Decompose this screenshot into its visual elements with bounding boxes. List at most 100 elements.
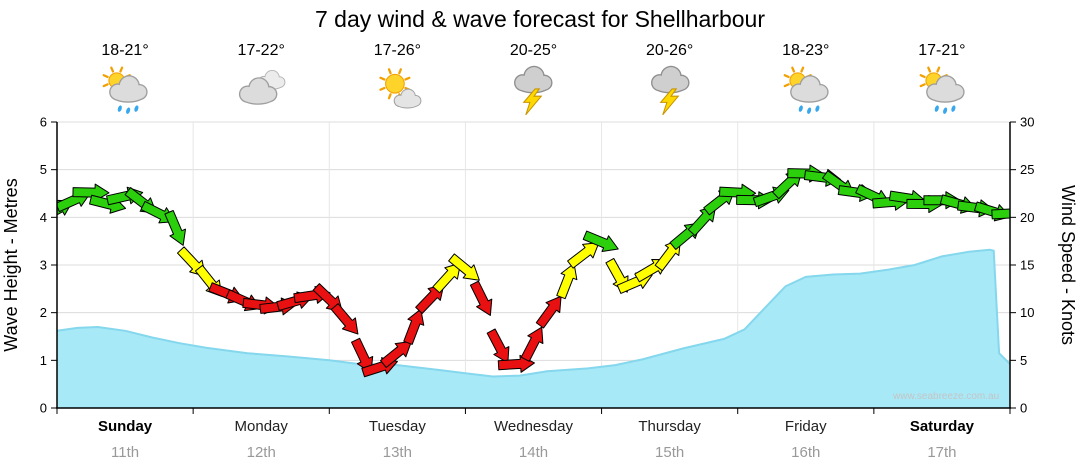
sun-ray [936,66,941,73]
rain-drop [134,105,139,112]
right-tick-label: 25 [1020,162,1034,177]
wind-arrow [380,340,412,369]
temperature-range: 17-22° [237,42,285,59]
temperature-range: 17-26° [373,42,422,59]
left-tick-label: 5 [40,162,47,177]
forecast-day-column: 17-22° [193,42,329,117]
wind-arrow [330,303,359,335]
wind-arrow [469,280,493,316]
right-tick-label: 15 [1020,258,1034,273]
temperature-range: 20-26° [645,42,694,59]
left-tick-label: 4 [40,210,47,225]
sun-ray [379,76,386,81]
wave-edge [57,248,1010,378]
sun [385,73,406,94]
temperature-range: 17-21° [918,42,966,59]
cloud [109,75,148,103]
day-date: 16th [791,444,821,461]
forecast-day-column: 18-21° [57,42,193,117]
rain-drop [126,107,131,114]
day-name: Sunday [97,418,153,435]
weather-icon [778,65,834,117]
wind-arrow [520,326,544,362]
sun-ray [783,74,790,79]
forecast-row: 18-21° 17-22° 17-26° 20-25° 20-26° 18-23… [57,42,1010,117]
sun-ray [102,83,109,88]
day-date: 11th [111,444,140,461]
wind-arrow [556,263,578,300]
left-tick-label: 1 [40,353,47,368]
temperature-range: 18-21° [101,42,149,59]
weather-icon [97,65,153,117]
day-name: Thursday [638,418,701,435]
wind-arrow [567,242,600,269]
cloud [789,75,829,103]
right-tick-label: 20 [1020,210,1034,225]
right-tick-label: 30 [1020,115,1034,130]
lightning-bolt [523,88,543,116]
lightning-bolt [659,88,680,116]
sun-ray [102,74,109,79]
left-axis-title: Wave Height - Metres [1,178,21,351]
day-date: 15th [655,444,685,461]
left-tick-label: 2 [40,305,47,320]
sun-ray [919,83,926,88]
wind-arrow [605,257,629,293]
cloud [514,65,553,94]
sun-ray [388,93,393,100]
left-tick-label: 6 [40,115,47,130]
sun-ray [110,66,115,73]
sun-ray [404,76,411,81]
left-tick-label: 0 [40,401,47,416]
day-date: 12th [246,444,276,461]
temperature-range: 18-23° [782,42,830,59]
sun-ray [927,66,932,73]
sun-ray [919,74,926,79]
rain-drop [806,107,811,114]
rain-drop [117,105,122,112]
sun-ray [379,86,386,91]
rain-drop [934,105,939,112]
day-name: Monday [234,418,288,435]
day-name: Friday [784,418,827,435]
day-date: 14th [518,444,549,461]
day-date: 13th [382,444,412,461]
forecast-day-column: 17-21° [874,42,1010,117]
page-title: 7 day wind & wave forecast for Shellharb… [314,6,766,32]
right-tick-label: 5 [1020,353,1027,368]
day-name: Wednesday [494,418,573,435]
wind-arrow [164,209,186,246]
wind-arrow [432,262,462,294]
wind-arrow [448,253,480,281]
right-tick-label: 0 [1020,401,1027,416]
left-tick-label: 3 [40,258,47,273]
date-labels-row: 11th 12th 13th 14th 15th 16th 17th [57,444,1010,461]
sun-ray [800,66,805,73]
right-tick-label: 10 [1020,305,1034,320]
weather-icon [914,65,970,117]
wind-arrow [403,308,425,345]
sun-ray [119,66,124,73]
wind-arrow [415,283,445,314]
forecast-day-column: 18-23° [738,42,874,117]
wave-area [57,249,1010,408]
sun-ray [790,66,795,73]
weather-icon [233,65,289,117]
cloud [394,88,422,109]
cloud [239,77,278,105]
wind-arrow [535,295,562,329]
rain-drop [815,105,820,112]
forecast-day-column: 20-26° [602,42,738,117]
forecast-day-column: 17-26° [329,42,465,117]
rain-drop [798,105,803,112]
rain-drop [942,107,948,114]
watermark: www.seabreeze.com.au [893,391,1000,402]
forecast-day-column: 20-25° [465,42,601,117]
day-name: Tuesday [368,418,426,435]
rain-drop [951,105,956,112]
day-labels-row: Sunday Monday Tuesday Wednesday Thursday… [57,418,1010,435]
weather-icon [369,65,425,117]
cloud [926,75,965,103]
